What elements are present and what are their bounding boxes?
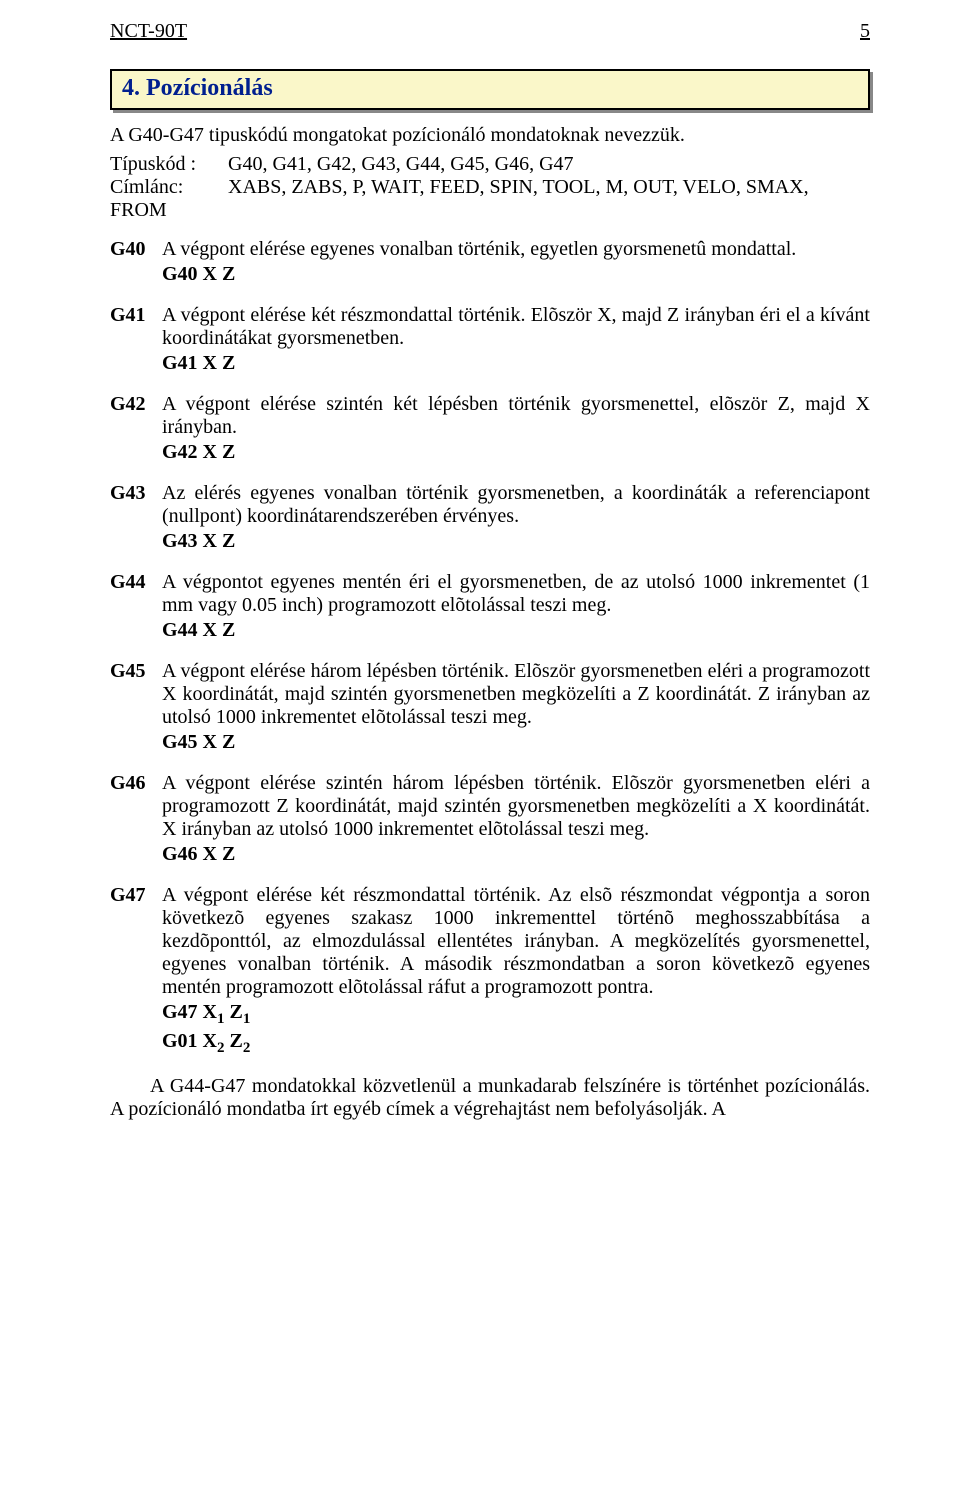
gdesc-text: A végpont elérése két részmondattal tört… — [162, 884, 870, 998]
gcode-desc: Az elérés egyenes vonalban történik gyor… — [162, 482, 870, 553]
gdesc-text: A végpont elérése két részmondattal tört… — [162, 304, 870, 349]
gcode-label: G41 — [110, 304, 162, 375]
gitem-g43: G43 Az elérés egyenes vonalban történik … — [110, 482, 870, 553]
gdesc-text: A végpont elérése egyenes vonalban törté… — [162, 238, 796, 260]
gcode-syntax: G41 X Z — [162, 352, 870, 375]
gcode-desc: A végpont elérése két részmondattal tört… — [162, 884, 870, 1057]
syn-part: G01 X — [162, 1030, 217, 1052]
syn-sub: 1 — [217, 1011, 225, 1027]
gitem-g42: G42 A végpont elérése szintén két lépésb… — [110, 393, 870, 464]
gcode-label: G45 — [110, 660, 162, 754]
syn-part: Z — [225, 1001, 243, 1023]
gitem-g44: G44 A végpontot egyenes mentén éri el gy… — [110, 571, 870, 642]
syn-part: G47 X — [162, 1001, 217, 1023]
gdesc-text: A végpontot egyenes mentén éri el gyorsm… — [162, 571, 870, 616]
from-label: FROM — [110, 199, 228, 222]
syn-part: Z — [225, 1030, 243, 1052]
gcode-syntax: G42 X Z — [162, 441, 870, 464]
section-heading-box: 4. Pozícionálás — [110, 69, 870, 110]
gcode-desc: A végpont elérése egyenes vonalban törté… — [162, 238, 870, 286]
gcode-desc: A végpont elérése szintén két lépésben t… — [162, 393, 870, 464]
gcode-label: G44 — [110, 571, 162, 642]
gcode-syntax-1: G47 X1 Z1 — [162, 1001, 870, 1028]
gcode-label: G46 — [110, 772, 162, 866]
meta-block: Típuskód : G40, G41, G42, G43, G44, G45,… — [110, 153, 870, 222]
cimlanc-label: Címlánc: — [110, 176, 228, 199]
gcode-syntax: G44 X Z — [162, 619, 870, 642]
gcode-desc: A végpont elérése szintén három lépésben… — [162, 772, 870, 866]
page: NCT-90T 5 4. Pozícionálás A G40-G47 tipu… — [0, 0, 960, 1512]
gcode-syntax: G45 X Z — [162, 731, 870, 754]
gcode-syntax-2: G01 X2 Z2 — [162, 1030, 870, 1057]
gdesc-text: Az elérés egyenes vonalban történik gyor… — [162, 482, 870, 527]
section-number: 4. — [122, 75, 140, 101]
gcode-syntax: G40 X Z — [162, 263, 870, 286]
header-left: NCT-90T — [110, 20, 187, 43]
gdesc-text: A végpont elérése szintén két lépésben t… — [162, 393, 870, 438]
gitem-g41: G41 A végpont elérése két részmondattal … — [110, 304, 870, 375]
meta-row-cimlanc: Címlánc: XABS, ZABS, P, WAIT, FEED, SPIN… — [110, 176, 870, 199]
gcode-list: G40 A végpont elérése egyenes vonalban t… — [110, 238, 870, 1057]
section-name: Pozícionálás — [146, 75, 273, 101]
section-title: 4. Pozícionálás — [122, 75, 273, 101]
page-header: NCT-90T 5 — [110, 20, 870, 43]
gcode-desc: A végpont elérése két részmondattal tört… — [162, 304, 870, 375]
syn-sub: 1 — [243, 1011, 251, 1027]
gcode-syntax: G43 X Z — [162, 530, 870, 553]
gitem-g45: G45 A végpont elérése három lépésben tör… — [110, 660, 870, 754]
gcode-desc: A végpont elérése három lépésben történi… — [162, 660, 870, 754]
page-number: 5 — [860, 20, 870, 43]
gitem-g46: G46 A végpont elérése szintén három lépé… — [110, 772, 870, 866]
gdesc-text: A végpont elérése három lépésben történi… — [162, 660, 870, 728]
from-value — [228, 199, 870, 222]
tipuskod-value: G40, G41, G42, G43, G44, G45, G46, G47 — [228, 153, 870, 176]
syn-sub: 2 — [243, 1040, 251, 1056]
meta-row-from: FROM — [110, 199, 870, 222]
meta-row-tipuskod: Típuskód : G40, G41, G42, G43, G44, G45,… — [110, 153, 870, 176]
gcode-desc: A végpontot egyenes mentén éri el gyorsm… — [162, 571, 870, 642]
cimlanc-value: XABS, ZABS, P, WAIT, FEED, SPIN, TOOL, M… — [228, 176, 870, 199]
gcode-label: G47 — [110, 884, 162, 1057]
gcode-label: G42 — [110, 393, 162, 464]
gitem-g47: G47 A végpont elérése két részmondattal … — [110, 884, 870, 1057]
gcode-syntax: G46 X Z — [162, 843, 870, 866]
intro-text: A G40-G47 tipuskódú mongatokat pozícioná… — [110, 124, 870, 147]
gcode-label: G40 — [110, 238, 162, 286]
gitem-g40: G40 A végpont elérése egyenes vonalban t… — [110, 238, 870, 286]
footer-paragraph: A G44-G47 mondatokkal közvetlenül a munk… — [110, 1075, 870, 1121]
tipuskod-label: Típuskód : — [110, 153, 228, 176]
syn-sub: 2 — [217, 1040, 225, 1056]
gcode-label: G43 — [110, 482, 162, 553]
gdesc-text: A végpont elérése szintén három lépésben… — [162, 772, 870, 840]
